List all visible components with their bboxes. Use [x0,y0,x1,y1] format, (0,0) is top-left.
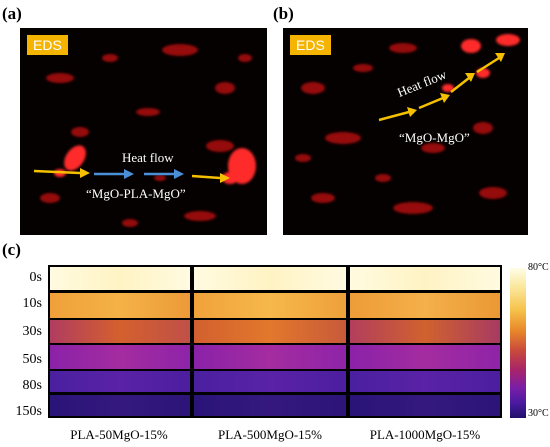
eds-map-b: EDS Heat flow “MgO-MgO” [283,28,528,235]
thermal-image [48,265,192,292]
thermal-image [48,393,192,418]
thermal-image [192,369,348,394]
sample-label: PLA-500MgO-15% [218,427,322,442]
time-label: 30s [22,324,42,339]
caption-a: “MgO-PLA-MgO” [86,186,186,201]
thermal-image [192,393,348,418]
eds-map-a: EDS Heat flow “MgO-PLA-MgO” [20,28,267,235]
eds-badge-b: EDS [290,35,331,55]
thermal-image [348,291,502,320]
thermal-image [48,318,192,345]
time-label: 80s [22,378,42,393]
thermal-image [348,343,502,371]
thermal-image [48,343,192,371]
scale-min-label: 30°C [528,408,549,419]
time-label: 50s [22,352,42,367]
thermal-image [192,343,348,371]
scale-max-label: 80°C [528,262,549,273]
sample-label: PLA-50MgO-15% [70,427,168,442]
thermal-image [192,265,348,292]
panel-c-label: (c) [2,240,21,259]
time-label: 0s [29,270,42,285]
eds-speckle-a [33,44,256,227]
eds-badge-a: EDS [27,35,68,55]
thermal-image [348,369,502,394]
thermal-image [48,369,192,394]
caption-b: “MgO-MgO” [399,130,470,145]
time-label: 10s [22,296,42,311]
sample-label: PLA-1000MgO-15% [369,427,481,442]
thermal-image [192,291,348,320]
time-label: 150s [15,404,42,419]
thermal-image [192,318,348,345]
eds-speckle-b [295,34,520,214]
thermal-image [348,265,502,292]
temperature-scale-bar [510,268,526,418]
panel-b-label: (b) [273,4,294,23]
thermal-image [348,318,502,345]
heat-flow-label-a: Heat flow [122,150,174,165]
thermal-image [48,291,192,320]
panel-a-label: (a) [2,4,22,23]
thermal-image [348,393,502,418]
